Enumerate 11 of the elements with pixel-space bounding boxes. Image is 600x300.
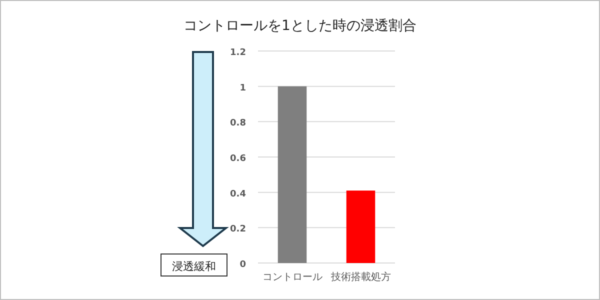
- y-tick-label: 0: [240, 260, 246, 270]
- y-tick-label: 1.2: [230, 48, 246, 58]
- y-tick-label: 1: [240, 83, 246, 94]
- x-tick-label: 技術搭載処方: [330, 271, 391, 283]
- chart-title: コントロールを1とした時の浸透割合: [184, 18, 416, 34]
- x-tick-label: コントロール: [262, 272, 322, 283]
- y-tick-label: 0.6: [230, 154, 246, 164]
- y-tick-label: 0.2: [230, 224, 246, 235]
- text: 浸透緩和: [172, 260, 216, 273]
- y-tick-label: 0.4: [230, 189, 246, 200]
- y-tick-label: 0.8: [230, 118, 246, 129]
